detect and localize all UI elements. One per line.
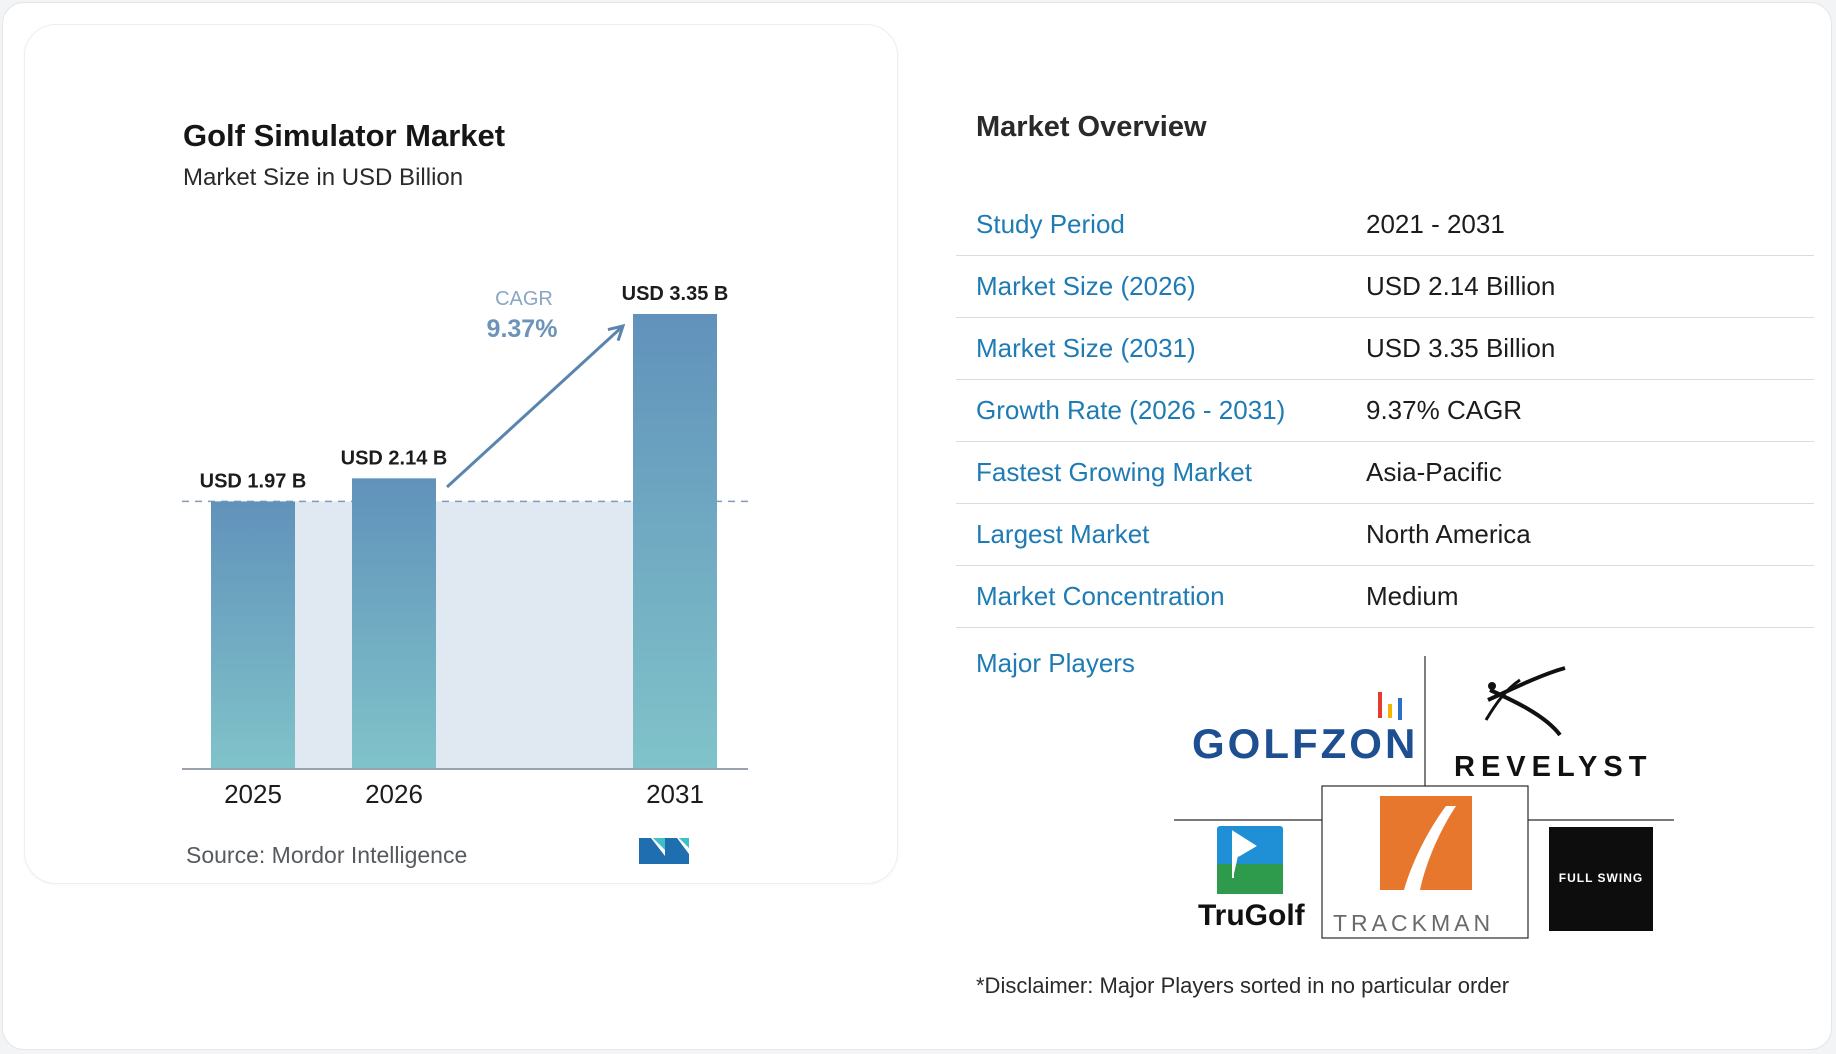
bar-2026 [352,478,436,769]
table-row: Market Size (2031) USD 3.35 Billion [956,318,1814,380]
overview-title: Market Overview [976,111,1207,143]
bar-chart: USD 1.97 B 2025 USD 2.14 B 2026 USD 3.35 B 20… [182,283,752,809]
row-label: Market Concentration [976,581,1225,611]
table-row: Largest Market North America [956,504,1814,566]
cagr-label: CAGR [495,288,553,310]
bar-2031 [633,314,717,769]
cagr-arrow [445,326,623,489]
row-label: Study Period [976,209,1125,239]
x-tick-2025: 2025 [224,779,282,809]
row-label: Fastest Growing Market [976,457,1252,487]
table-row: Market Concentration Medium [956,566,1814,628]
table-row: Market Size (2026) USD 2.14 Billion [956,256,1814,318]
x-tick-2026: 2026 [365,779,423,809]
source-note: Source: Mordor Intelligence [186,842,468,868]
data-label-2026: USD 2.14 B [341,447,448,469]
table-row: Growth Rate (2026 - 2031) 9.37% CAGR [956,380,1814,442]
row-value: North America [1366,519,1531,549]
row-value: USD 2.14 Billion [1366,271,1556,301]
row-label: Largest Market [976,519,1150,549]
mordor-logo-icon [639,838,689,864]
baseline-band [211,501,717,769]
chart-subtitle: Market Size in USD Billion [183,164,464,191]
row-value: Medium [1366,581,1459,611]
row-value: 9.37% CAGR [1366,395,1523,425]
row-value: 2021 - 2031 [1366,209,1505,239]
overview-table: Study Period 2021 - 2031 Market Size (202… [956,194,1814,628]
table-row: Fastest Growing Market Asia-Pacific [956,442,1814,504]
row-label: Market Size (2031) [976,333,1196,363]
major-players-label: Major Players [976,648,1135,678]
row-value: Asia-Pacific [1366,457,1502,487]
x-tick-2031: 2031 [646,779,704,809]
chart-title: Golf Simulator Market [183,118,506,153]
data-label-2025: USD 1.97 B [200,470,307,492]
row-label: Market Size (2026) [976,271,1196,301]
cagr-value: 9.37% [487,315,558,343]
row-value: USD 3.35 Billion [1366,333,1556,363]
table-row: Study Period 2021 - 2031 [956,194,1814,256]
row-label: Growth Rate (2026 - 2031) [976,395,1286,425]
bar-2025 [211,501,295,769]
data-label-2031: USD 3.35 B [622,283,729,305]
disclaimer: *Disclaimer: Major Players sorted in no … [976,973,1510,998]
